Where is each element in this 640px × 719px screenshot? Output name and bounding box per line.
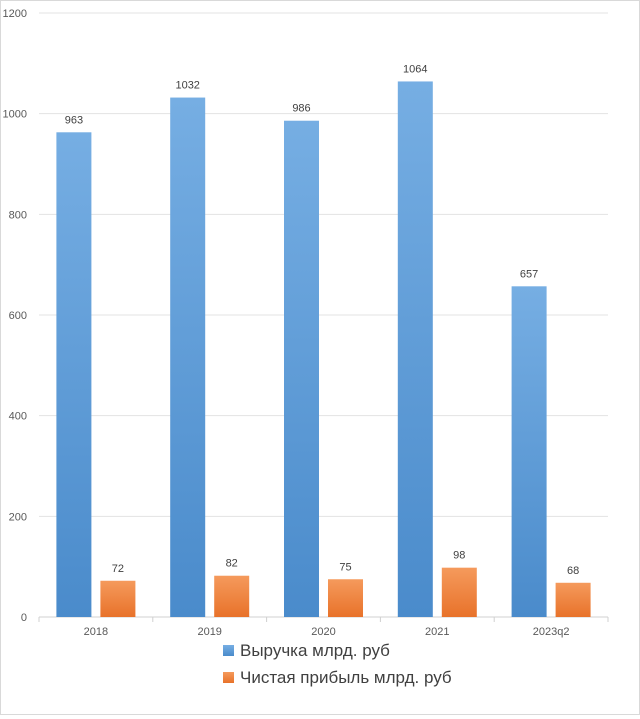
bar-net-profit bbox=[100, 580, 136, 617]
legend: Выручка млрд. руб Чистая прибыль млрд. ру… bbox=[223, 641, 452, 687]
y-tick-label: 1200 bbox=[3, 8, 27, 20]
bar-net-profit bbox=[328, 579, 363, 617]
bar-revenue bbox=[56, 132, 92, 618]
y-tick-label: 400 bbox=[9, 411, 27, 423]
y-tick-label: 1000 bbox=[3, 109, 27, 121]
bars bbox=[56, 81, 591, 618]
data-label: 75 bbox=[339, 561, 351, 573]
x-tick-label: 2021 bbox=[425, 626, 449, 638]
data-label: 986 bbox=[292, 103, 310, 115]
legend-swatch-net-profit bbox=[223, 672, 234, 683]
data-label: 657 bbox=[520, 268, 538, 280]
bar-revenue bbox=[511, 286, 547, 617]
legend-label: Чистая прибыль млрд. руб bbox=[240, 668, 452, 687]
data-label: 82 bbox=[226, 558, 238, 570]
legend-label: Выручка млрд. руб bbox=[240, 641, 390, 660]
data-labels: 963 72 1032 82 986 75 1064 98 657 68 bbox=[65, 63, 580, 576]
bar-net-profit bbox=[441, 567, 477, 617]
bar-revenue bbox=[170, 97, 206, 617]
bar-net-profit bbox=[214, 575, 250, 617]
data-label: 1032 bbox=[175, 80, 199, 92]
x-tick-label: 2023q2 bbox=[533, 626, 570, 638]
x-tick-label: 2018 bbox=[84, 626, 108, 638]
bar-revenue bbox=[284, 120, 319, 618]
data-label: 1064 bbox=[403, 63, 427, 75]
x-tick-label: 2020 bbox=[311, 626, 335, 638]
data-label: 963 bbox=[65, 114, 83, 126]
data-label: 98 bbox=[453, 550, 465, 562]
y-tick-label: 200 bbox=[9, 511, 27, 523]
x-tick-label: 2019 bbox=[197, 626, 221, 638]
legend-swatch-revenue bbox=[223, 645, 234, 656]
data-label: 72 bbox=[112, 563, 124, 575]
bar-net-profit bbox=[555, 582, 591, 617]
y-tick-label: 800 bbox=[9, 209, 27, 221]
data-label: 68 bbox=[567, 565, 579, 577]
y-tick-label: 0 bbox=[21, 612, 27, 624]
y-tick-label: 600 bbox=[9, 310, 27, 322]
bar-revenue bbox=[397, 81, 433, 618]
